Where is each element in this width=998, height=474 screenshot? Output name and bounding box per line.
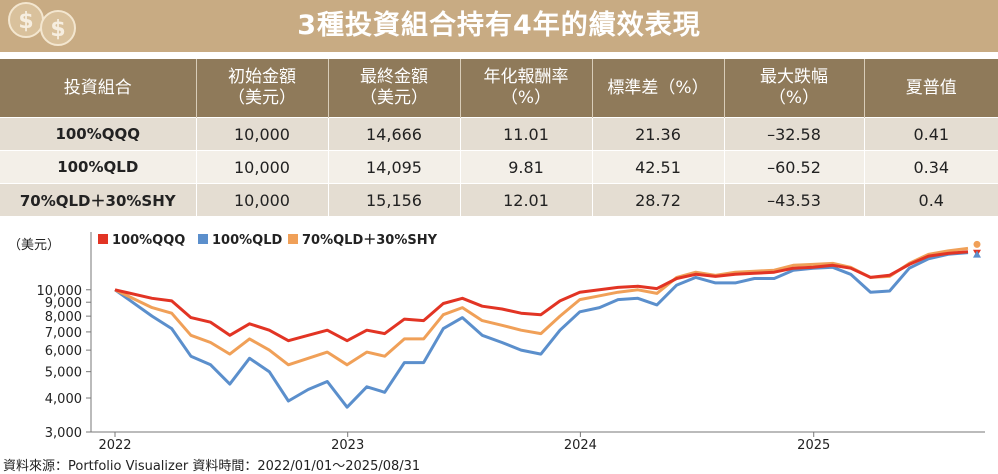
- table-cell: 12.01: [459, 183, 592, 216]
- table-cell: 14,095: [327, 150, 460, 184]
- x-tick-label: 2022: [98, 438, 131, 452]
- table-cell: 100%QQQ: [0, 117, 196, 151]
- y-tick-label: 4,000: [45, 392, 82, 407]
- x-ticks: 2022 2023 2024 2025: [98, 432, 830, 452]
- series-end-marker: [973, 240, 981, 248]
- y-tick-label: 10,000: [37, 284, 83, 299]
- title-bar: $ $ 3種投資組合持有4年的績效表現: [0, 0, 998, 52]
- svg-text:$: $: [18, 9, 33, 34]
- table-cell: –43.53: [723, 183, 864, 216]
- y-tick-label: 8,000: [45, 310, 82, 325]
- performance-table: 投資組合 初始金額 （美元） 最終金額 （美元） 年化報酬率 （%） 標準差（%） 最…: [0, 59, 998, 216]
- series-lines: [114, 246, 969, 409]
- table-cell: 14,666: [327, 117, 460, 151]
- y-tick-label: 5,000: [45, 366, 82, 381]
- table-cell: 42.51: [591, 150, 724, 184]
- table-header: 標準差（%）: [591, 59, 724, 118]
- table-cell: –32.58: [723, 117, 864, 151]
- legend-label: 100%QQQ: [112, 233, 185, 248]
- table-header-row: 投資組合 初始金額 （美元） 最終金額 （美元） 年化報酬率 （%） 標準差（%） 最…: [0, 59, 998, 118]
- legend-swatch: [198, 234, 208, 244]
- table-cell: 0.41: [863, 117, 998, 151]
- table-header: 初始金額 （美元）: [195, 59, 328, 118]
- series-end-markers: [973, 240, 981, 258]
- table-cell: 0.4: [863, 183, 998, 216]
- table-header: 年化報酬率 （%）: [459, 59, 592, 118]
- table-header: 最終金額 （美元）: [327, 59, 460, 118]
- x-tick-label: 2023: [331, 438, 364, 452]
- table-header: 最大跌幅 （%）: [723, 59, 864, 118]
- table-row: 70%QLD＋30%SHY 10,000 15,156 12.01 28.72 …: [0, 183, 998, 216]
- series-end-marker: [973, 250, 981, 258]
- table-cell: 100%QLD: [0, 150, 196, 184]
- table-cell: 28.72: [591, 183, 724, 216]
- y-tick-label: 6,000: [45, 344, 82, 359]
- table-cell: 10,000: [195, 117, 328, 151]
- legend-swatch: [288, 234, 298, 244]
- svg-text:$: $: [50, 17, 65, 42]
- table-header: 投資組合: [0, 59, 196, 118]
- legend-label: 70%QLD＋30%SHY: [302, 233, 438, 248]
- y-tick-label: 7,000: [45, 326, 82, 341]
- series-line: [114, 246, 969, 367]
- table-cell: 10,000: [195, 183, 328, 216]
- source-note: 資料來源：Portfolio Visualizer 資料時間：2022/01/0…: [3, 459, 421, 474]
- table-cell: 10,000: [195, 150, 328, 184]
- table-cell: 70%QLD＋30%SHY: [0, 183, 196, 216]
- table-header: 夏普值: [863, 59, 998, 118]
- x-tick-label: 2024: [564, 438, 597, 452]
- chart-legend: 100%QQQ 100%QLD 70%QLD＋30%SHY: [98, 233, 438, 248]
- table-cell: 11.01: [459, 117, 592, 151]
- y-tick-label: 9,000: [45, 296, 82, 311]
- legend-swatch: [98, 234, 108, 244]
- series-line: [114, 251, 969, 409]
- series-line: [114, 250, 969, 343]
- y-unit-label: （美元）: [8, 238, 60, 253]
- x-tick-label: 2025: [797, 438, 830, 452]
- table-cell: 0.34: [863, 150, 998, 184]
- dollar-coins-logo: $ $: [8, 2, 76, 46]
- table-row: 100%QQQ 10,000 14,666 11.01 21.36 –32.58…: [0, 117, 998, 151]
- table-row: 100%QLD 10,000 14,095 9.81 42.51 –60.52 …: [0, 150, 998, 184]
- table-cell: –60.52: [723, 150, 864, 184]
- table-cell: 21.36: [591, 117, 724, 151]
- table-cell: 15,156: [327, 183, 460, 216]
- line-chart: （美元） 100%QQQ 100%QLD 70%QLD＋30%SHY 3,000 4,…: [8, 232, 985, 452]
- page-title: 3種投資組合持有4年的績效表現: [297, 10, 701, 41]
- table-cell: 9.81: [459, 150, 592, 184]
- y-ticks: 3,000 4,000 5,000 6,000 7,0008,0009,00010,00…: [37, 284, 91, 441]
- y-tick-label: 3,000: [45, 426, 82, 441]
- legend-label: 100%QLD: [212, 233, 282, 248]
